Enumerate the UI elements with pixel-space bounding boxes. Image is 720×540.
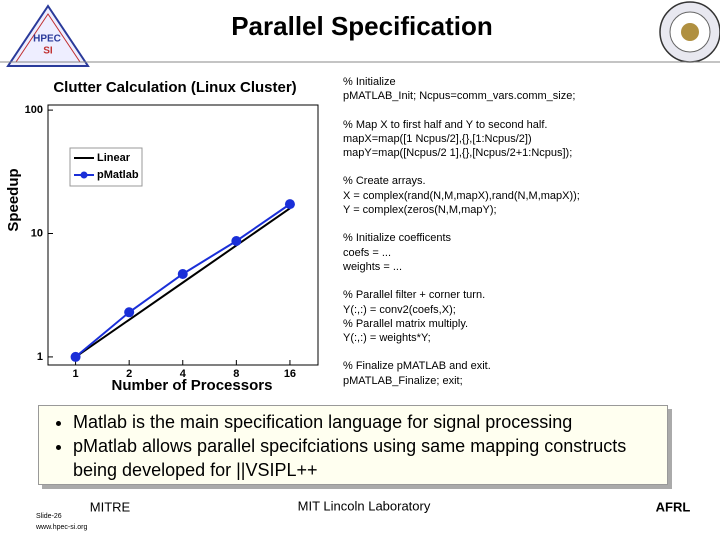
legend-label: Linear bbox=[97, 152, 131, 164]
footer-right: AFRL bbox=[656, 499, 691, 514]
code-line: % Finalize pMATLAB and exit. bbox=[343, 360, 491, 373]
code-line: mapY=map([Ncpus/2 1],{},[Ncpus/2+1:Ncpus… bbox=[343, 147, 573, 160]
code-line: pMATLAB_Finalize; exit; bbox=[343, 374, 463, 387]
code-block: % Parallel filter + corner turn. Y(:,:) =… bbox=[343, 288, 713, 345]
slide-number: Slide-26 bbox=[36, 513, 62, 520]
x-tick-label: 2 bbox=[126, 368, 132, 380]
legend-box bbox=[69, 147, 143, 187]
bullet-list: Matlab is the main specification languag… bbox=[49, 410, 657, 482]
plot-area bbox=[47, 104, 319, 366]
code-line: % Initialize bbox=[343, 76, 396, 88]
code-line: % Parallel filter + corner turn. bbox=[343, 289, 486, 302]
y-axis-label: Speedup bbox=[5, 168, 22, 231]
footer-left: MITRE bbox=[90, 499, 131, 514]
slide-title: Parallel Specification bbox=[231, 11, 493, 41]
code-line: % Initialize coefficents bbox=[343, 232, 452, 245]
data-point bbox=[124, 307, 135, 318]
code-line: Y(:,:) = weights*Y; bbox=[343, 332, 431, 345]
dod-seal bbox=[659, 1, 720, 63]
footer-center: MIT Lincoln Laboratory bbox=[298, 498, 431, 513]
x-tick-label: 1 bbox=[73, 368, 79, 380]
code-block: % Initialize coefficents coefs = ... weigh… bbox=[343, 231, 713, 274]
legend-marker bbox=[80, 171, 88, 179]
data-point bbox=[284, 199, 295, 210]
x-tick-label: 4 bbox=[180, 368, 187, 380]
code-line: coefs = ... bbox=[343, 246, 391, 259]
x-axis-label: Number of Processors bbox=[112, 377, 273, 394]
code-line: % Create arrays. bbox=[343, 175, 426, 188]
series-line bbox=[75, 207, 291, 358]
x-tick-label: 16 bbox=[284, 368, 296, 380]
code-line: mapX=map([1 Ncpus/2],{},[1:Ncpus/2]) bbox=[343, 132, 532, 145]
logo-text: HPEC bbox=[33, 34, 61, 45]
data-point bbox=[231, 235, 242, 246]
code-line: weights = ... bbox=[343, 260, 403, 273]
code-block: % Create arrays. X = complex(rand(N,M,map… bbox=[343, 174, 713, 217]
code-block: % Map X to first half and Y to second ha… bbox=[343, 118, 713, 161]
hpec-logo: HPEC SI bbox=[6, 4, 90, 67]
code-line: Y = complex(zeros(N,M,mapY); bbox=[343, 204, 497, 217]
legend-label: pMatlab bbox=[97, 169, 139, 181]
data-point bbox=[177, 268, 188, 279]
y-tick-label: 10 bbox=[31, 227, 43, 239]
chart-title: Clutter Calculation (Linux Cluster) bbox=[53, 79, 296, 96]
bullet: Matlab is the main specification languag… bbox=[73, 410, 657, 434]
code-block: % Initialize pMATLAB_Init; Ncpus=comm_var… bbox=[343, 75, 713, 104]
data-point bbox=[70, 351, 81, 362]
logo-text: SI bbox=[43, 46, 53, 57]
code-listing: % Initialize pMATLAB_Init; Ncpus=comm_var… bbox=[343, 75, 713, 402]
bullet: pMatlab allows parallel specifciations u… bbox=[73, 434, 657, 482]
code-block: % Finalize pMATLAB and exit. pMATLAB_Fina… bbox=[343, 359, 713, 388]
code-line: % Map X to first half and Y to second ha… bbox=[343, 118, 548, 131]
x-tick-label: 8 bbox=[233, 368, 239, 380]
chart: Clutter Calculation (Linux Cluster) Spee… bbox=[5, 79, 319, 394]
bullet-box: Matlab is the main specification languag… bbox=[38, 405, 668, 485]
code-line: % Parallel matrix multiply. bbox=[343, 317, 469, 330]
code-line: Y(:,:) = conv2(coefs,X); bbox=[343, 303, 456, 316]
y-tick-label: 1 bbox=[37, 351, 43, 363]
y-tick-label: 100 bbox=[25, 104, 43, 116]
code-line: X = complex(rand(N,M,mapX),rand(N,M,mapX… bbox=[343, 189, 580, 202]
code-line: pMATLAB_Init; Ncpus=comm_vars.comm_size; bbox=[343, 90, 576, 103]
footer-url: www.hpec-si.org bbox=[35, 524, 87, 531]
